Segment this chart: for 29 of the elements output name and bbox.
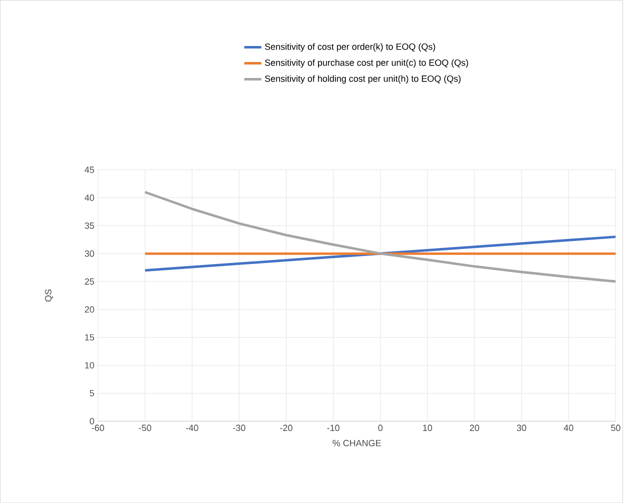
legend-label: Sensitivity of holding cost per unit(h) to EOQ (Qs) xyxy=(264,75,461,84)
x-tick-label: 40 xyxy=(564,424,574,431)
x-tick-label: -10 xyxy=(327,424,340,431)
y-tick-label: 30 xyxy=(84,250,94,257)
x-tick-label: -50 xyxy=(138,424,152,431)
legend-label: Sensitivity of purchase cost per unit(c) to EOQ (Qs) xyxy=(264,59,468,68)
y-tick-label: 40 xyxy=(84,194,94,201)
x-tick-label: -40 xyxy=(186,424,198,431)
x-tick-label: 30 xyxy=(516,424,526,431)
y-tick-label: 45 xyxy=(84,166,94,173)
x-tick-label: 0 xyxy=(378,424,383,431)
x-tick-label: -60 xyxy=(92,424,104,431)
x-tick-label: 10 xyxy=(423,424,432,431)
line-series xyxy=(144,190,616,283)
line-series xyxy=(144,235,616,272)
y-tick-label: 20 xyxy=(84,306,94,313)
x-tick-label: 50 xyxy=(611,424,620,431)
y-tick-label: 0 xyxy=(90,418,94,424)
y-axis-title: QS xyxy=(45,289,54,302)
y-tick-label: 10 xyxy=(85,362,94,368)
x-tick-label: -20 xyxy=(280,424,292,431)
x-tick-label: 20 xyxy=(470,424,480,431)
x-axis-title: % CHANGE xyxy=(332,440,381,446)
y-tick-label: 15 xyxy=(85,334,94,340)
y-tick-label: 5 xyxy=(90,390,94,396)
x-tick-label: -30 xyxy=(233,424,246,431)
y-tick-label: 35 xyxy=(84,222,94,229)
y-tick-label: 25 xyxy=(84,278,94,285)
legend-label: Sensitivity of cost per order(k) to EOQ (Qs) xyxy=(264,43,436,52)
